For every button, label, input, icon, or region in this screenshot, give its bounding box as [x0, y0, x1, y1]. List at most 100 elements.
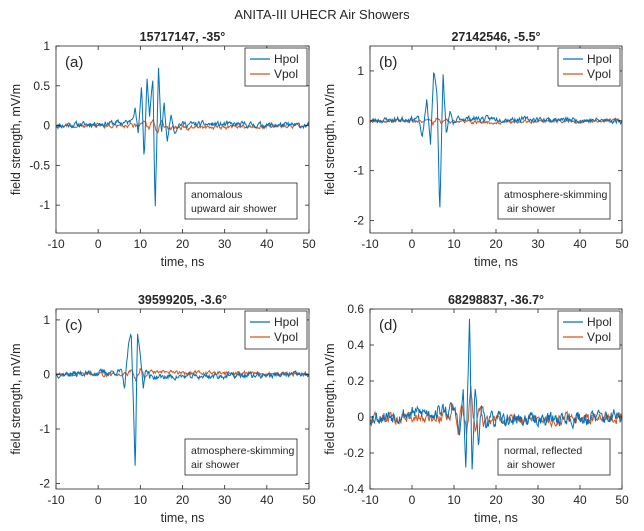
y-tick-label: 0: [357, 114, 364, 128]
x-tick-label: 30: [218, 237, 232, 251]
y-tick-label: 0: [43, 119, 50, 133]
x-tick-label: 30: [531, 237, 545, 251]
x-tick-label: 30: [218, 493, 232, 507]
x-tick-label: 10: [134, 237, 148, 251]
annotation-box: [184, 438, 298, 476]
chart-title: 68298837, -36.7°: [448, 293, 544, 307]
x-tick-label: 10: [447, 237, 461, 251]
y-tick-label: -2: [39, 477, 50, 491]
chart-title: 15717147, -35°: [140, 30, 226, 44]
annotation-box: [497, 438, 611, 476]
x-axis-label: time, ns: [161, 511, 205, 525]
legend-label-vpol: Vpol: [587, 67, 611, 81]
y-tick-label: 0.2: [347, 374, 364, 388]
annotation-text: upward air shower: [191, 203, 277, 215]
y-tick-label: -1: [353, 164, 364, 178]
y-tick-label: -0.2: [343, 446, 364, 460]
y-axis-label: field strength, mV/m: [9, 343, 23, 454]
annotation-text: air shower: [191, 459, 240, 471]
legend-box: [557, 310, 621, 350]
x-tick-label: 30: [531, 493, 545, 507]
x-tick-label: 10: [134, 493, 148, 507]
y-tick-label: 0.5: [33, 79, 50, 93]
x-tick-label: 0: [409, 493, 416, 507]
x-tick-label: 40: [573, 237, 587, 251]
y-tick-label: -0.5: [29, 158, 50, 172]
legend-label-vpol: Vpol: [587, 330, 611, 344]
panel-label: (d): [379, 317, 397, 334]
y-tick-label: 1: [43, 39, 50, 53]
y-axis-label: field strength, mV/m: [9, 84, 23, 195]
panel-label: (c): [65, 317, 83, 334]
x-tick-label: 10: [447, 493, 461, 507]
annotation-text: air shower: [504, 459, 556, 471]
x-tick-label: 40: [260, 493, 274, 507]
annotation-box: [184, 182, 298, 220]
annotation-box: [497, 182, 611, 220]
legend-label-hpol: Hpol: [587, 52, 612, 66]
chart-title: 39599205, -3.6°: [138, 293, 227, 307]
y-tick-label: 1: [357, 64, 364, 78]
x-tick-label: 0: [409, 237, 416, 251]
chart-panel: -10 0 10 20 30 40 50 -0.4 -0.2 0 0.2 0.4 0.6 time, ns…: [323, 293, 629, 525]
x-tick-label: 0: [95, 493, 102, 507]
chart-title: 27142546, -5.5°: [451, 30, 540, 44]
y-tick-label: 1: [43, 313, 50, 327]
x-tick-label: 40: [260, 237, 274, 251]
x-tick-label: 40: [573, 493, 587, 507]
x-tick-label: 0: [95, 237, 102, 251]
legend-label-hpol: Hpol: [587, 315, 612, 329]
x-tick-label: 50: [302, 237, 316, 251]
x-tick-label: -10: [47, 237, 65, 251]
annotation-text: atmosphere-skimming: [504, 189, 607, 201]
y-tick-label: 0.4: [347, 338, 364, 352]
series-line-vpol: [370, 117, 622, 127]
figure-title: ANITA-III UHECR Air Showers: [234, 7, 410, 22]
y-tick-label: 0.6: [347, 302, 364, 316]
series-line-hpol: [56, 67, 309, 207]
x-tick-label: 50: [615, 493, 629, 507]
x-tick-label: -10: [361, 493, 379, 507]
x-axis-label: time, ns: [161, 255, 205, 269]
panel-label: (a): [65, 54, 83, 71]
y-tick-label: 0: [357, 410, 364, 424]
legend-label-vpol: Vpol: [274, 330, 298, 344]
x-axis-label: time, ns: [474, 511, 518, 525]
annotation-text: anomalous: [191, 189, 242, 201]
x-tick-label: 50: [615, 237, 629, 251]
y-axis-label: field strength, mV/m: [323, 343, 337, 454]
y-tick-label: -1: [39, 422, 50, 436]
legend-label-vpol: Vpol: [274, 67, 298, 81]
x-tick-label: 20: [176, 493, 190, 507]
series-line-vpol: [370, 385, 622, 435]
x-tick-label: -10: [361, 237, 379, 251]
y-tick-label: -1: [39, 198, 50, 212]
series-line-vpol: [56, 118, 309, 134]
annotation-text: atmosphere-skimming: [191, 445, 294, 457]
x-axis-label: time, ns: [474, 255, 518, 269]
chart-panel: -10 0 10 20 30 40 50 -1 -0.5 0 0.5 1 time, ns field s…: [9, 30, 316, 269]
panel-label: (b): [379, 54, 397, 71]
series-line-hpol: [56, 333, 309, 466]
x-tick-label: 20: [489, 493, 503, 507]
x-tick-label: 20: [489, 237, 503, 251]
x-tick-label: -10: [47, 493, 65, 507]
annotation-text: air shower: [504, 203, 556, 215]
legend-label-hpol: Hpol: [274, 52, 299, 66]
legend-label-hpol: Hpol: [274, 315, 299, 329]
y-tick-label: 0: [43, 367, 50, 381]
legend-box: [244, 310, 308, 350]
x-tick-label: 20: [176, 237, 190, 251]
y-tick-label: -0.4: [343, 482, 364, 496]
legend-box: [557, 47, 621, 87]
series-line-hpol: [370, 318, 622, 470]
series-line-hpol: [370, 71, 622, 208]
legend-box: [244, 47, 308, 87]
annotation-text: normal, reflected: [504, 445, 582, 457]
x-tick-label: 50: [302, 493, 316, 507]
y-tick-label: -2: [353, 214, 364, 228]
y-axis-label: field strength, mV/m: [323, 84, 337, 195]
